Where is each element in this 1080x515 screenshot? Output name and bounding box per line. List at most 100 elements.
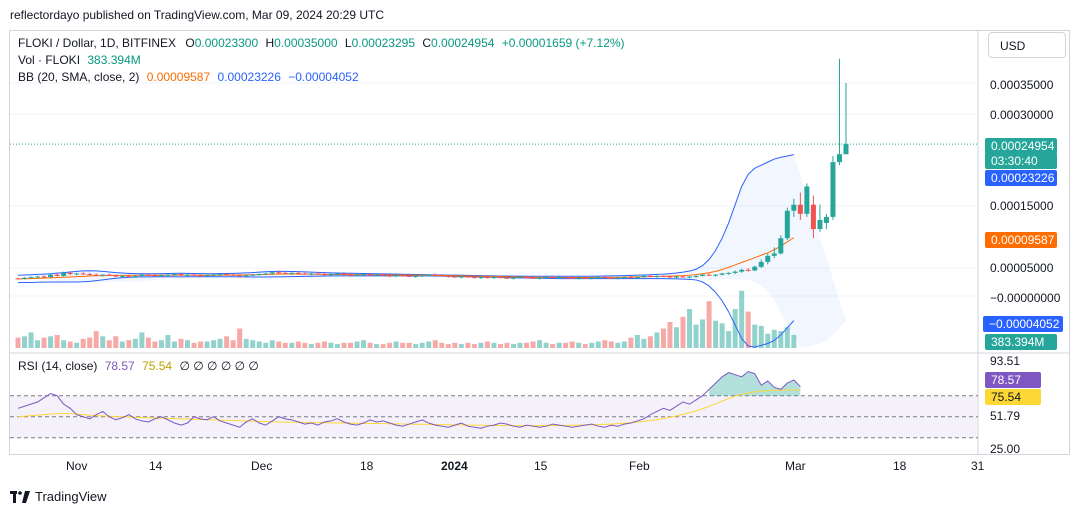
candle-body [178,274,184,276]
volume-bar [569,341,575,348]
candle-body [504,277,510,279]
candle-body [145,274,151,276]
volume-bar [693,324,699,348]
candle-body [80,273,86,275]
candle-body [400,275,406,277]
candle-body [237,275,243,277]
candle-body [491,277,497,279]
candle-body [334,273,340,275]
candle-body [113,275,119,277]
candle-body [830,162,836,217]
rsi-value: 78.57 [104,359,135,373]
candle-body [289,272,295,274]
volume-bar [269,340,275,348]
candle-body [745,269,751,271]
candle-body [28,277,34,279]
volume-bar [74,342,80,348]
candle-body [250,274,256,276]
chart-canvas[interactable] [10,31,1070,455]
volume-bar [576,342,582,348]
volume-bar [328,342,334,348]
candle-body [87,274,93,276]
volume-bar [471,344,477,348]
candle-body [439,275,445,277]
rsi-ma-value: 75.54 [142,359,173,373]
price-tick: 0.00035000 [990,78,1054,92]
volume-bar [458,344,464,348]
candle-body [706,274,712,276]
volume-tag: 383.394M [985,334,1057,350]
countdown-tag: 03:30:40 [985,153,1057,169]
candle-body [119,275,125,277]
volume-bar [204,341,210,348]
volume-bar [387,342,393,348]
volume-bar [732,309,738,348]
candle-body [634,277,640,279]
volume-bar [93,331,99,348]
candle-body [452,276,458,278]
volume-bar [289,342,295,348]
candle-body [263,273,269,275]
currency-selector[interactable]: USD [988,32,1066,58]
volume-bar [211,340,217,348]
candle-body [361,274,367,276]
bb-legend: BB (20, SMA, close, 2) 0.00009587 0.0002… [18,70,359,84]
volume-bar [126,340,132,348]
candle-body [771,253,777,256]
candle-body [589,277,595,279]
volume-bar [497,344,503,348]
volume-bar [563,342,569,348]
candle-body [308,273,314,275]
bb-upper-tag: 0.00023226 [985,170,1057,186]
candle-body [563,277,569,279]
candle-body [321,274,327,276]
volume-bar [198,341,204,348]
price-legend: FLOKI / Dollar, 1D, BITFINEX O0.00023300… [18,36,625,50]
volume-bar [178,338,184,348]
candle-body [817,219,823,230]
candle-body [784,210,790,239]
candle-body [530,277,536,279]
volume-bar [510,344,516,348]
volume-bar [341,342,347,348]
low-label: L [344,36,352,50]
close-label: C [422,36,432,50]
volume-bar [22,336,28,348]
volume-bar [621,341,627,348]
volume-bar [113,336,119,348]
volume-bar [87,337,93,348]
brand-name: TradingView [35,489,107,504]
candle-body [41,276,47,278]
volume-bar [185,340,191,348]
volume-bar [302,342,308,348]
volume-bar [152,341,158,348]
candle-body [35,276,41,278]
candle-body [478,277,484,279]
tradingview-brand[interactable]: TradingView [10,489,107,504]
volume-bar [771,329,777,348]
candle-body [524,277,530,279]
volume-bar [504,342,510,348]
time-tick: Dec [251,459,273,473]
candle-body [132,275,138,277]
candle-body [191,274,197,276]
volume-bar [432,340,438,348]
volume-bar [282,342,288,348]
candle-body [171,274,177,276]
candle-body [152,275,158,277]
price-tick: −0.00000000 [990,291,1061,305]
candle-body [465,276,471,278]
volume-bar [139,332,145,348]
candle-body [693,275,699,277]
candle-body [510,277,516,279]
volume-bar [276,341,282,348]
volume-bar [595,341,601,348]
candle-body [269,272,275,274]
candle-body [185,274,191,276]
volume-bar [361,340,367,348]
candle-body [660,275,666,277]
volume-bar [132,338,138,348]
bb-upper-value: 0.00023226 [217,70,281,84]
time-tick: Mar [785,459,806,473]
volume-bar [80,338,86,348]
